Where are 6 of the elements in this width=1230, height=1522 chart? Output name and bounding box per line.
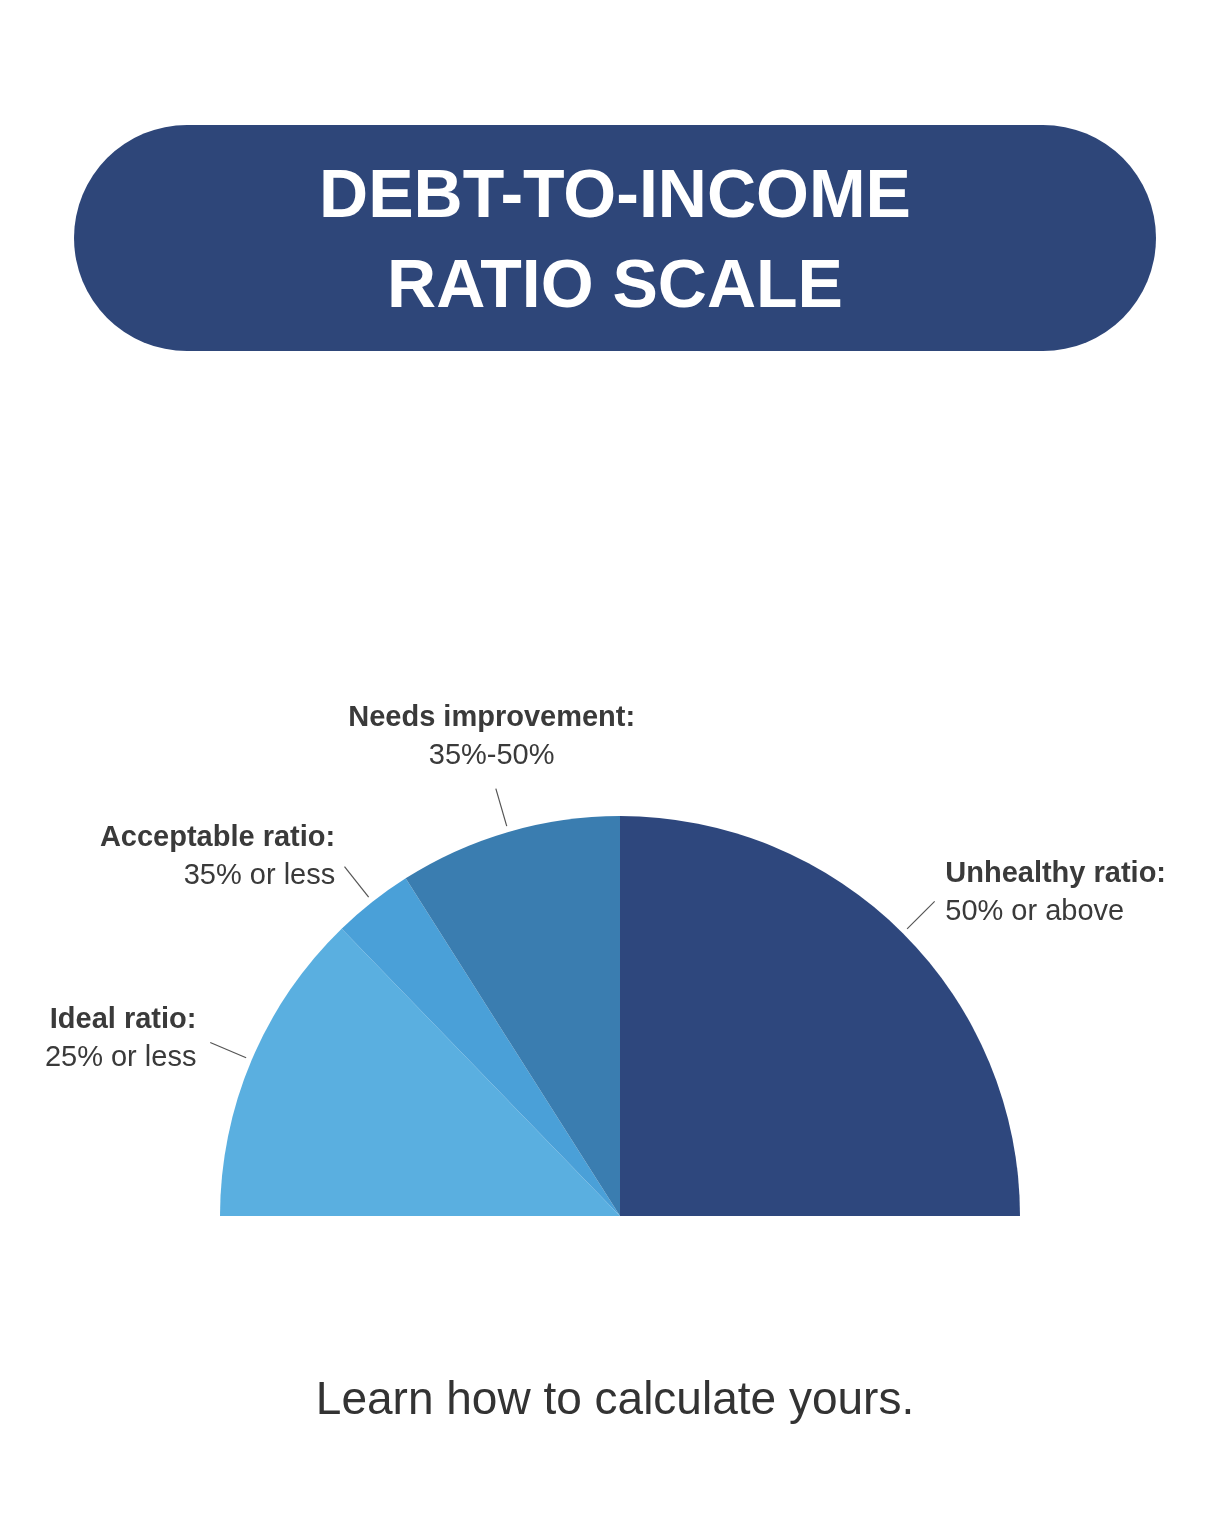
slice-label: Needs improvement: 35%-50% [348, 700, 636, 771]
chart-title: DEBT-TO-INCOME RATIO SCALE [74, 125, 1156, 351]
slice-label: Unhealthy ratio: 50% or above [945, 855, 1167, 926]
slice-label: Acceptable ratio: 35% or less [99, 819, 336, 890]
slice-label: Ideal ratio: 25% or less [44, 1001, 197, 1072]
text: Learn how to calculate yours. [314, 1371, 916, 1425]
